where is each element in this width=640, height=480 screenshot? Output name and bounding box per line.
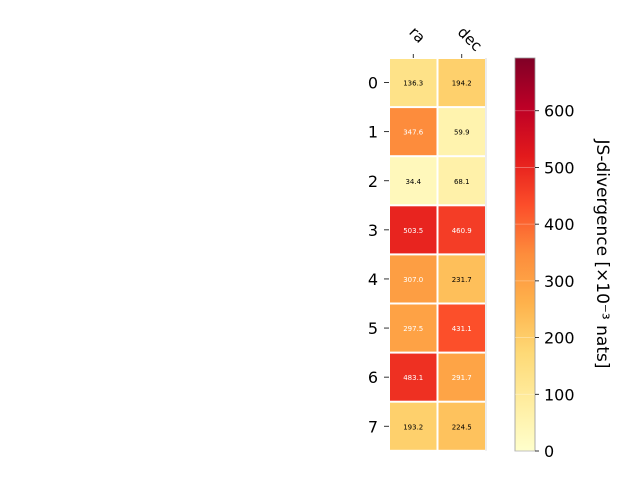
colorbar-tick-label: 300 — [544, 272, 575, 291]
cell-value-label: 231.7 — [452, 276, 472, 284]
cell-value-label: 460.9 — [452, 227, 472, 235]
cell-value-label: 68.1 — [454, 178, 470, 186]
row-label: 3 — [368, 221, 378, 240]
heatmap-cell — [438, 353, 485, 401]
heatmap-cell — [438, 157, 485, 205]
heatmap-grid: 136.3 194.2 347.6 59.9 34.4 68.1 503.5 460.9 307… — [390, 58, 487, 451]
heatmap-cell — [438, 304, 485, 352]
cell-value-label: 194.2 — [452, 80, 472, 88]
row-label: 4 — [368, 270, 378, 289]
heatmap-cell — [390, 304, 437, 352]
cell-value-label: 193.2 — [403, 423, 423, 431]
cell-value-label: 136.3 — [403, 80, 423, 88]
row-label: 2 — [368, 172, 378, 191]
heatmap-cell — [438, 59, 485, 107]
column-labels: ra dec — [405, 23, 486, 58]
cell-value-label: 431.1 — [452, 325, 472, 333]
cell-value-label: 59.9 — [454, 129, 470, 137]
colorbar-tick-label: 0 — [544, 442, 554, 461]
colorbar-tick-label: 500 — [544, 158, 575, 177]
row-label: 0 — [368, 74, 378, 93]
colorbar-tick-label: 100 — [544, 385, 575, 404]
heatmap-cell — [390, 206, 437, 254]
cell-value-label: 307.0 — [403, 276, 423, 284]
cell-value-label: 297.5 — [403, 325, 423, 333]
heatmap-cell — [390, 157, 437, 205]
cell-value-label: 347.6 — [403, 129, 424, 137]
row-labels: 0 1 2 3 4 5 6 7 — [368, 74, 389, 436]
heatmap-cell — [438, 255, 485, 303]
heatmap-cell — [438, 108, 485, 156]
colorbar-tick-label: 600 — [544, 102, 575, 121]
heatmap-cell — [438, 402, 485, 450]
cell-value-label: 503.5 — [403, 227, 423, 235]
row-label: 5 — [368, 319, 378, 338]
heatmap-cell — [390, 59, 437, 107]
heatmap-cell — [438, 206, 485, 254]
cell-value-label: 224.5 — [452, 423, 472, 431]
cell-value-label: 483.1 — [403, 374, 423, 382]
cell-value-label: 34.4 — [405, 178, 421, 186]
heatmap-cell — [390, 353, 437, 401]
row-label: 1 — [368, 123, 378, 142]
column-label: ra — [405, 23, 429, 47]
colorbar-fill — [514, 57, 536, 452]
colorbar-label: JS-divergence [×10⁻³ nats] — [592, 139, 612, 369]
colorbar — [514, 57, 536, 452]
heatmap-cell — [390, 108, 437, 156]
row-label: 7 — [368, 417, 378, 436]
colorbar-tick-label: 200 — [544, 329, 575, 348]
heatmap-cell — [390, 402, 437, 450]
cell-value-label: 291.7 — [452, 374, 472, 382]
column-label: dec — [454, 23, 486, 55]
row-label: 6 — [368, 368, 378, 387]
colorbar-ticks: 0 100 200 300 400 500 600 — [515, 102, 575, 461]
heatmap-cell — [390, 255, 437, 303]
colorbar-tick-label: 400 — [544, 215, 575, 234]
